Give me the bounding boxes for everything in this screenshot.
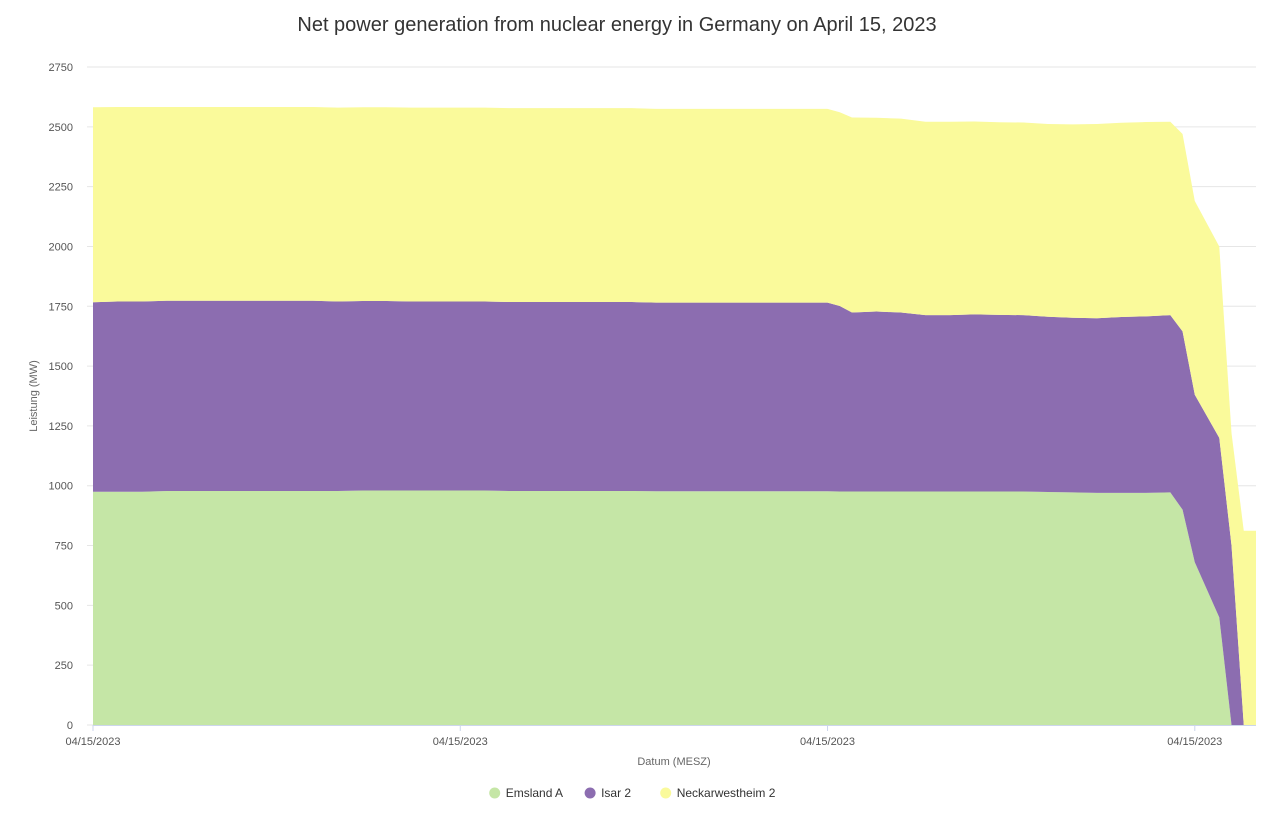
y-tick-label: 2250 [49, 182, 73, 194]
legend-label: Emsland A [506, 786, 563, 800]
y-tick-label: 2000 [49, 241, 73, 253]
chart-title: Net power generation from nuclear energy… [297, 14, 936, 36]
x-tick-label: 04/15/2023 [433, 736, 488, 748]
axis-layer: 0 250 500 750 1000 1250 1500 1750 2000 2250 2500 27… [49, 62, 1256, 748]
area-layer [93, 106, 1256, 725]
x-tick-label: 04/15/2023 [800, 736, 855, 748]
legend: Emsland A Isar 2 Neckarwestheim 2 [489, 786, 776, 800]
legend-marker [660, 787, 672, 799]
y-tick-label: 750 [55, 541, 73, 553]
legend-item: Isar 2 [584, 786, 631, 800]
y-tick-label: 1000 [49, 481, 73, 493]
y-tick-label: 1500 [49, 361, 73, 373]
y-axis-label: Leistung (MW) [28, 360, 40, 432]
y-tick-label: 250 [55, 660, 73, 672]
y-tick-label: 1250 [49, 421, 73, 433]
x-axis-label: Datum (MESZ) [637, 756, 710, 768]
legend-marker [489, 787, 501, 799]
y-tick-label: 500 [55, 600, 73, 612]
area-series-2 [93, 300, 1256, 725]
legend-label: Isar 2 [601, 786, 631, 800]
y-tick-label: 1750 [49, 301, 73, 313]
legend-item: Neckarwestheim 2 [660, 786, 776, 800]
x-tick-label: 04/15/2023 [1167, 736, 1222, 748]
legend-item: Emsland A [489, 786, 563, 800]
y-tick-label: 2500 [49, 122, 73, 134]
area-series-3 [93, 106, 1256, 725]
y-tick-label: 0 [67, 720, 73, 732]
legend-marker [584, 787, 596, 799]
legend-label: Neckarwestheim 2 [677, 786, 776, 800]
y-tick-label: 2750 [49, 62, 73, 74]
area-series-1 [93, 490, 1256, 725]
x-tick-label: 04/15/2023 [65, 736, 120, 748]
